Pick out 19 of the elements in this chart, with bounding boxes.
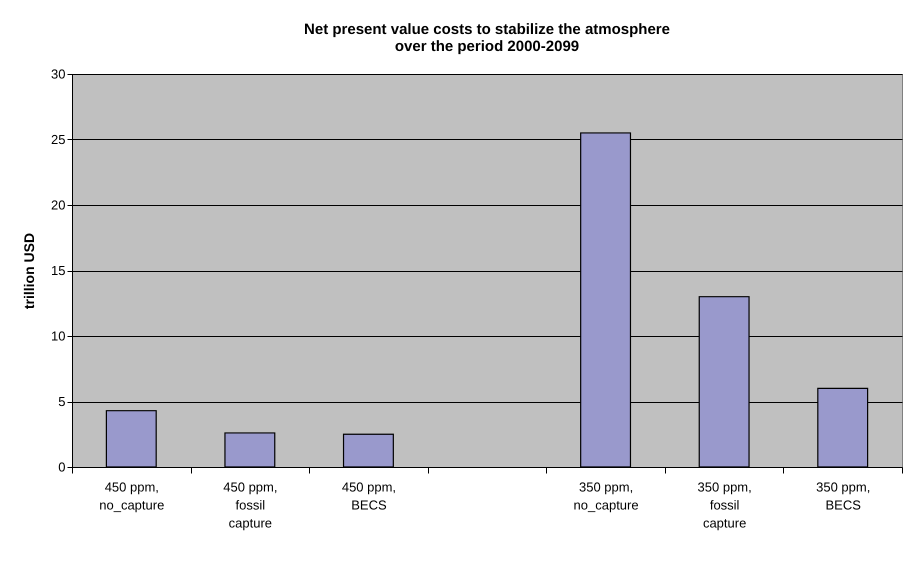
y-tick-label: 0 xyxy=(58,460,66,474)
x-tick-label: 350 ppm, no_capture xyxy=(574,480,639,512)
bar xyxy=(342,434,394,468)
x-tick-label: 350 ppm, BECS xyxy=(816,480,870,512)
bar xyxy=(106,410,157,468)
y-tick-label: 15 xyxy=(51,263,66,278)
y-tick-label: 25 xyxy=(51,132,66,147)
x-tick-label: 450 ppm, BECS xyxy=(342,480,396,512)
x-tick-label: 450 ppm, no_capture xyxy=(99,480,164,512)
x-tick-label: 350 ppm, fossil capture xyxy=(698,480,752,530)
y-tick-label: 10 xyxy=(51,328,66,344)
y-tick-label: 30 xyxy=(51,66,66,82)
text: over the period 2000-2099 xyxy=(394,38,580,55)
y-tick-label: 20 xyxy=(51,198,66,212)
y-tick-label: 5 xyxy=(58,394,66,409)
x-tick-label: 450 ppm, fossil capture xyxy=(223,480,278,530)
text: Net present value costs to stabilize the atmosphere xyxy=(304,21,670,38)
y-axis-title: trillion USD xyxy=(21,232,38,310)
bar xyxy=(224,432,276,468)
